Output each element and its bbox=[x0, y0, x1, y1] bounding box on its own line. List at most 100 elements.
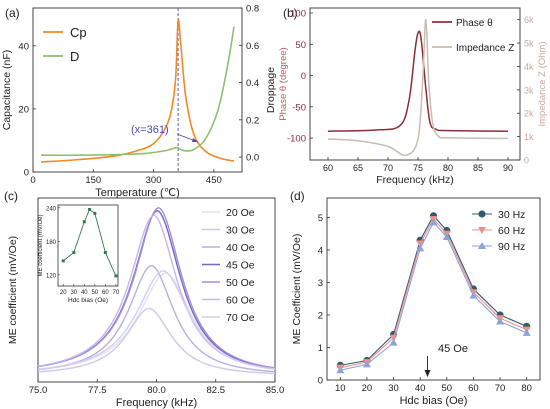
panel-b-xtick-label: 70 bbox=[383, 163, 393, 173]
panel-d-xtick-label: 60 bbox=[468, 383, 479, 394]
panel-c-inset-xlabel: Hdc bias (Oe) bbox=[68, 297, 108, 304]
panel-d-xlabel: Hdc bias (Oe) bbox=[400, 395, 468, 407]
panel-d-legend-marker bbox=[478, 242, 486, 249]
panel-b-right-ytick-label: 6k bbox=[524, 15, 534, 25]
panel-c-xtick-label: 82.5 bbox=[207, 385, 226, 396]
panel-a-right-ytick-label: 0.0 bbox=[246, 153, 259, 164]
panel-d-point-90 Hz bbox=[496, 317, 505, 325]
panel-b-ytick-label: -100 bbox=[287, 134, 306, 145]
panel-d-ylabel: ME Coefficient (mV/Oe) bbox=[291, 234, 303, 345]
panel-b-ylabel: Phase θ (degree) bbox=[278, 47, 289, 120]
panel-c-inset-xtick-label: 70 bbox=[113, 290, 120, 296]
panel-a-xtick-label: 150 bbox=[85, 175, 101, 186]
panel-c-xtick-label: 75.0 bbox=[29, 385, 48, 396]
panel-a-xtick-label: 0 bbox=[30, 175, 35, 186]
panel-d-annotation-arrowhead bbox=[424, 370, 431, 377]
panel-c-legend-label: 30 Oe bbox=[226, 225, 255, 237]
panel-d-point-90 Hz bbox=[469, 291, 478, 299]
panel-b-xtick-label: 75 bbox=[413, 163, 423, 173]
panel-d-xtick-label: 40 bbox=[415, 383, 426, 394]
panel-b-right-ytick-label: 4k bbox=[524, 62, 534, 72]
panel-c-inset-xtick-label: 50 bbox=[91, 290, 98, 296]
panel-c-legend-label: 40 Oe bbox=[226, 242, 255, 254]
panel-b-frame bbox=[309, 7, 521, 161]
panel-d-point-90 Hz bbox=[522, 328, 531, 336]
panel-c-xtick-label: 80.0 bbox=[147, 385, 166, 396]
panel-c-legend-label: 50 Oe bbox=[226, 277, 255, 289]
panel-c-inset-ytick-label: 120 bbox=[46, 273, 57, 279]
panel-c-xtick-label: 85.0 bbox=[266, 385, 285, 396]
panel-c-inset-point bbox=[88, 207, 92, 211]
panel-d-point-90 Hz bbox=[429, 218, 438, 226]
panel-c-inset-xtick-label: 40 bbox=[81, 290, 88, 296]
panel-c-inset-ytick-label: 240 bbox=[46, 206, 57, 212]
panel-a-ytick-label: 40 bbox=[18, 41, 29, 52]
panel-c-legend-label: 45 Oe bbox=[226, 260, 255, 272]
panel-b-ytick-label: 50 bbox=[295, 40, 306, 51]
panel-c-inset-point bbox=[103, 250, 107, 254]
panel-b-xtick-label: 65 bbox=[353, 163, 363, 173]
panel-b-xtick-label: 60 bbox=[323, 163, 333, 173]
panel-b-right-ytick-label: 3k bbox=[524, 85, 534, 95]
panel-b-y2label: Impedance Z (Ohm) bbox=[537, 42, 548, 127]
panel-d-legend-marker bbox=[478, 227, 486, 234]
panel-a-legend-label: Cp bbox=[70, 25, 87, 40]
panel-a-right-ytick-label: 0.6 bbox=[246, 41, 259, 52]
panel-a-annotation: (x=361) bbox=[131, 124, 169, 136]
panel-c-ylabel: ME coefficient (mV/Oe) bbox=[7, 236, 19, 344]
panel-c-series-50 Oe bbox=[38, 207, 275, 369]
panel-d-legend-label: 60 Hz bbox=[498, 225, 525, 237]
panel-a-right-ytick-label: 0.4 bbox=[246, 78, 259, 89]
panel-a-annotation-arrowhead bbox=[192, 138, 198, 142]
panel-c-label: (c) bbox=[4, 189, 18, 203]
panel-d-annotation: 45 Oe bbox=[438, 343, 468, 355]
panel-d-xtick-label: 80 bbox=[521, 383, 532, 394]
panel-d-point-60 Hz bbox=[416, 240, 425, 248]
panel-c-inset-ylabel: ME coefficient (mV/Oe) bbox=[38, 215, 44, 277]
panel-c-inset-xtick-label: 30 bbox=[70, 290, 77, 296]
panel-d-ytick-label: 3 bbox=[318, 278, 323, 289]
panel-d-xtick-label: 10 bbox=[335, 383, 346, 394]
panel-a-y2label: Droppage bbox=[265, 67, 277, 113]
panel-d-xtick-label: 70 bbox=[495, 383, 506, 394]
panel-b-right-ytick-label: 2k bbox=[524, 109, 534, 119]
panel-c-inset-ytick-label: 180 bbox=[46, 240, 57, 246]
panel-b-ytick-label: 100 bbox=[290, 9, 306, 20]
panel-d-xtick-label: 30 bbox=[388, 383, 399, 394]
panel-c-inset-frame bbox=[57, 204, 119, 287]
panel-c-series-70 Oe bbox=[38, 270, 275, 370]
panel-d-legend-label: 90 Hz bbox=[498, 241, 525, 253]
panel-d-point-90 Hz bbox=[362, 360, 371, 368]
panel-d-label: (d) bbox=[290, 189, 305, 203]
panel-c-inset-point bbox=[93, 211, 97, 215]
panel-b-right-ytick-label: 0 bbox=[524, 156, 529, 166]
panel-d-series-30 Hz bbox=[340, 214, 527, 366]
panel-c-inset-point bbox=[114, 274, 118, 278]
panel-d-xtick-label: 20 bbox=[362, 383, 373, 394]
panel-d-xtick-label: 50 bbox=[442, 383, 453, 394]
panel-c-series-30 Oe bbox=[38, 307, 275, 375]
panel-d-frame bbox=[326, 197, 541, 381]
panel-b-xtick-label: 90 bbox=[503, 163, 513, 173]
panel-a-series-D bbox=[40, 26, 235, 157]
panel-d-point-90 Hz bbox=[416, 244, 425, 252]
panel-a-ytick-label: 20 bbox=[18, 104, 29, 115]
panel-a-right-ytick-label: 0.8 bbox=[246, 4, 259, 15]
panel-a-ylabel: Capacitance (nF) bbox=[1, 50, 13, 131]
panel-d-ytick-label: 1 bbox=[318, 343, 323, 354]
panel-c-inset-point bbox=[72, 250, 76, 254]
panel-b-legend-label: Phase θ bbox=[456, 18, 493, 29]
panel-a-xlabel: Temperature (℃) bbox=[95, 187, 180, 199]
panel-d-ytick-label: 5 bbox=[318, 213, 323, 224]
panel-b-xtick-label: 80 bbox=[443, 163, 453, 173]
panel-c-inset-xtick-label: 20 bbox=[60, 290, 67, 296]
panel-b-xtick-label: 85 bbox=[473, 163, 483, 173]
panel-a-right-ytick-label: 0.2 bbox=[246, 115, 259, 126]
panel-c-legend-label: 60 Oe bbox=[226, 295, 255, 307]
panel-b-legend-label: Impedance Z bbox=[456, 43, 514, 54]
panel-b-label: (b) bbox=[283, 6, 298, 20]
panel-b-ytick-label: 0 bbox=[301, 71, 306, 82]
panel-c-xtick-label: 77.5 bbox=[88, 385, 107, 396]
panel-d-ytick-label: 2 bbox=[318, 311, 323, 322]
